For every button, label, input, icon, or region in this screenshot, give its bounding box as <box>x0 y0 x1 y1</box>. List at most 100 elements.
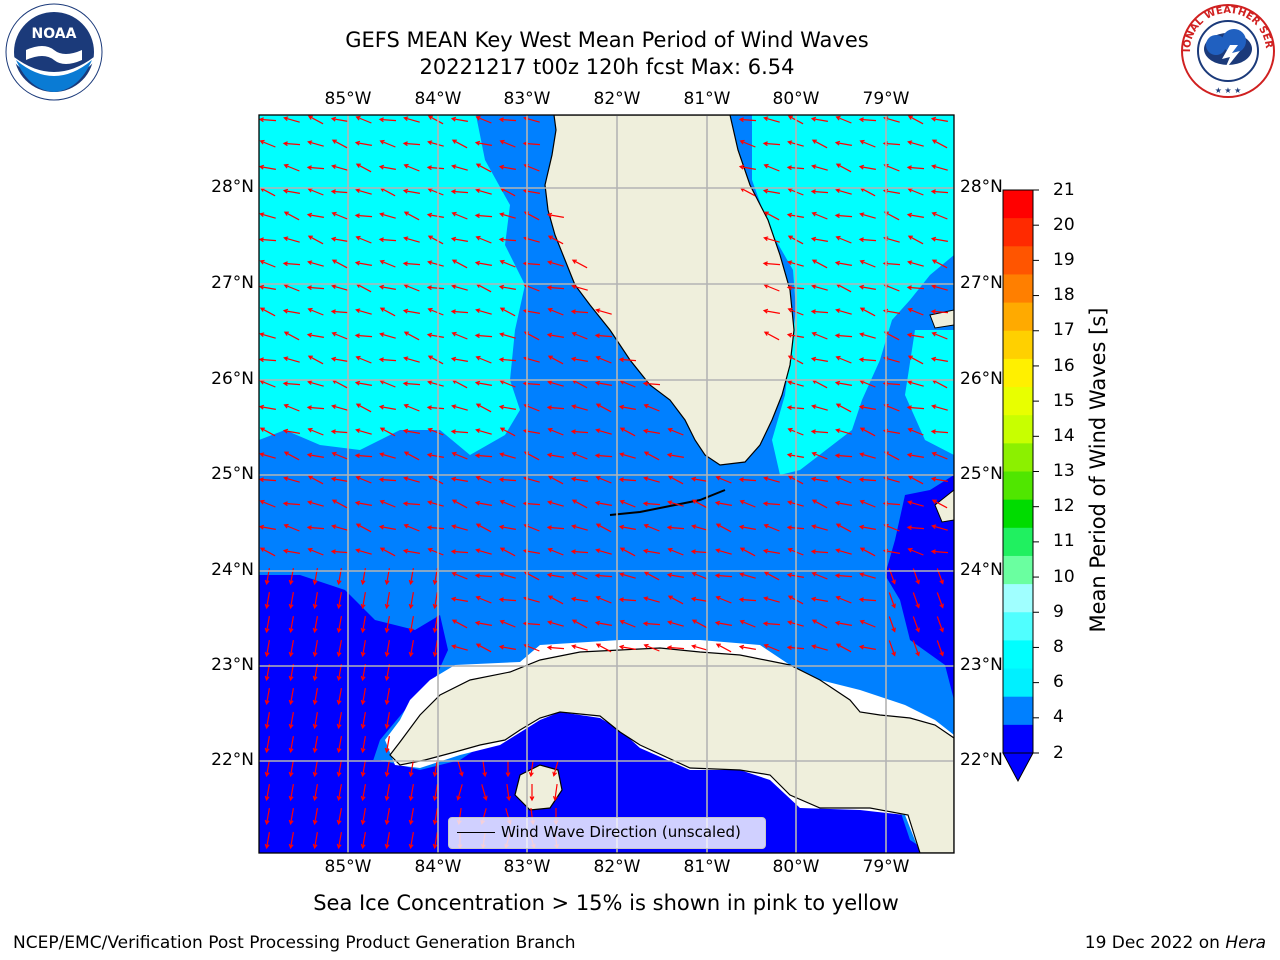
direction-arrow <box>930 356 949 362</box>
direction-arrow <box>498 117 517 123</box>
direction-arrow <box>259 547 276 557</box>
direction-arrow <box>312 615 318 634</box>
direction-arrow <box>547 427 564 436</box>
direction-arrow <box>475 595 492 604</box>
direction-arrow <box>402 261 421 267</box>
direction-arrow <box>859 547 876 557</box>
direction-arrow <box>259 404 277 410</box>
direction-arrow <box>690 549 709 555</box>
direction-arrow <box>547 235 564 245</box>
direction-arrow <box>594 500 613 506</box>
direction-arrow <box>666 452 685 458</box>
lon-label-bottom: 84°W <box>414 857 462 877</box>
lat-lon-gridlines <box>259 115 954 853</box>
direction-arrow <box>618 524 637 530</box>
direction-arrow <box>595 355 612 364</box>
direction-arrow <box>738 524 757 530</box>
direction-arrow <box>378 117 397 123</box>
direction-arrow <box>403 451 420 461</box>
direction-arrow <box>762 621 781 627</box>
direction-arrow <box>432 831 438 850</box>
direction-arrow <box>571 259 588 269</box>
direction-arrow <box>427 235 444 245</box>
colorbar-tick: 14 <box>1053 426 1075 446</box>
direction-arrow <box>931 284 948 291</box>
direction-arrow <box>451 331 468 340</box>
direction-arrow <box>384 711 390 730</box>
direction-arrow <box>336 759 342 778</box>
direction-arrow <box>264 735 270 754</box>
direction-arrow <box>283 211 300 221</box>
direction-arrow <box>384 783 390 802</box>
direction-arrow <box>499 332 516 339</box>
noaa-logo-text: NOAA <box>32 26 77 42</box>
direction-arrow <box>547 475 564 485</box>
direction-arrow <box>667 427 684 436</box>
direction-arrow <box>259 524 277 530</box>
direction-arrow <box>907 427 924 436</box>
direction-arrow <box>451 619 468 629</box>
direction-arrow <box>888 592 896 609</box>
direction-arrow <box>738 597 757 603</box>
direction-arrow <box>403 116 420 123</box>
direction-arrow <box>547 547 564 556</box>
direction-arrow <box>715 523 732 533</box>
direction-arrow <box>691 644 708 651</box>
direction-arrow <box>474 380 493 386</box>
direction-arrow <box>426 285 445 291</box>
direction-arrow <box>618 644 637 650</box>
direction-arrow <box>498 284 517 290</box>
direction-arrow <box>499 139 516 148</box>
direction-arrow <box>642 501 661 507</box>
lat-label-right: 22°N <box>960 750 1003 770</box>
direction-arrow <box>378 404 397 410</box>
direction-arrow <box>907 260 924 267</box>
direction-arrow <box>378 357 397 363</box>
direction-arrow <box>360 807 366 826</box>
direction-arrow <box>690 476 709 482</box>
direction-arrow <box>474 213 493 219</box>
direction-arrow <box>835 163 852 173</box>
lon-label-top: 83°W <box>503 89 551 109</box>
direction-arrow <box>595 308 612 315</box>
direction-arrow <box>379 499 396 508</box>
direction-arrow <box>474 140 493 146</box>
lon-label-bottom: 79°W <box>862 857 910 877</box>
direction-arrow <box>451 211 468 220</box>
direction-arrow <box>715 548 732 555</box>
direction-arrow <box>643 596 660 603</box>
direction-arrow <box>571 499 588 509</box>
direction-arrow <box>642 548 661 554</box>
direction-arrow <box>312 591 318 610</box>
direction-arrow <box>810 549 829 555</box>
direction-arrow <box>811 404 828 411</box>
direction-arrow <box>283 476 300 483</box>
direction-arrow <box>474 453 493 459</box>
direction-arrow <box>762 141 781 147</box>
direction-arrow <box>499 619 516 628</box>
direction-arrow <box>691 524 708 531</box>
lat-label-right: 26°N <box>960 369 1003 389</box>
direction-arrow <box>355 115 372 124</box>
direction-arrow <box>426 165 445 171</box>
direction-arrow <box>930 189 949 195</box>
direction-arrow <box>547 307 564 316</box>
direction-arrow <box>331 451 348 460</box>
direction-arrow <box>499 427 516 437</box>
colorbar-segment <box>1003 415 1033 444</box>
colorbar-segment <box>1003 668 1033 698</box>
direction-arrow <box>355 355 372 364</box>
lon-label-top: 80°W <box>772 89 820 109</box>
direction-arrow <box>595 595 612 604</box>
direction-arrow <box>571 404 588 411</box>
direction-arrow <box>451 571 468 580</box>
direction-arrow <box>498 404 517 410</box>
direction-arrow <box>930 116 949 122</box>
direction-arrow <box>595 548 612 555</box>
direction-arrow <box>336 687 342 706</box>
colorbar-segment <box>1003 527 1033 557</box>
direction-arrow <box>546 452 565 458</box>
direction-arrow <box>546 285 565 291</box>
direction-arrow <box>450 476 469 482</box>
direction-arrow <box>888 616 896 633</box>
